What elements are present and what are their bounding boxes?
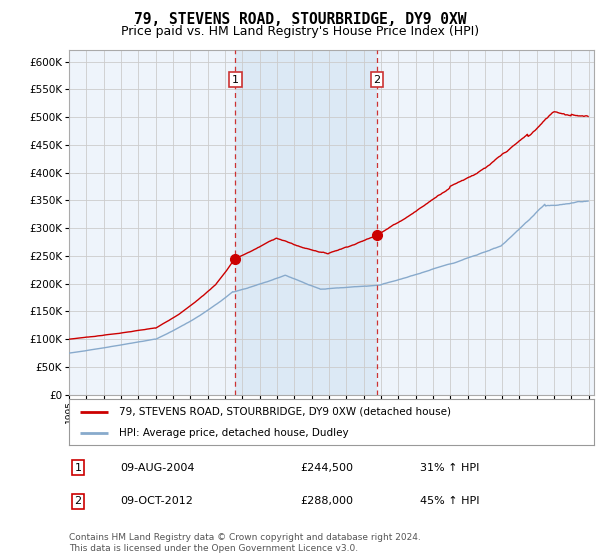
Text: 79, STEVENS ROAD, STOURBRIDGE, DY9 0XW (detached house): 79, STEVENS ROAD, STOURBRIDGE, DY9 0XW (…: [119, 407, 451, 417]
Text: 79, STEVENS ROAD, STOURBRIDGE, DY9 0XW: 79, STEVENS ROAD, STOURBRIDGE, DY9 0XW: [134, 12, 466, 27]
Text: Price paid vs. HM Land Registry's House Price Index (HPI): Price paid vs. HM Land Registry's House …: [121, 25, 479, 38]
Text: 2: 2: [74, 496, 82, 506]
Text: 1: 1: [232, 74, 239, 85]
Text: £244,500: £244,500: [300, 463, 353, 473]
Text: 1: 1: [74, 463, 82, 473]
Text: 09-OCT-2012: 09-OCT-2012: [120, 496, 193, 506]
Text: 45% ↑ HPI: 45% ↑ HPI: [420, 496, 479, 506]
Text: 09-AUG-2004: 09-AUG-2004: [120, 463, 194, 473]
Text: 31% ↑ HPI: 31% ↑ HPI: [420, 463, 479, 473]
Bar: [235, 50, 377, 395]
Text: £288,000: £288,000: [300, 496, 353, 506]
Text: Contains HM Land Registry data © Crown copyright and database right 2024.
This d: Contains HM Land Registry data © Crown c…: [69, 533, 421, 553]
Text: HPI: Average price, detached house, Dudley: HPI: Average price, detached house, Dudl…: [119, 428, 349, 438]
Text: 2: 2: [373, 74, 380, 85]
